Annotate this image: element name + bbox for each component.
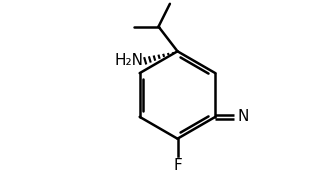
Text: F: F xyxy=(173,158,182,173)
Text: N: N xyxy=(237,109,249,124)
Text: H₂N: H₂N xyxy=(114,53,143,68)
